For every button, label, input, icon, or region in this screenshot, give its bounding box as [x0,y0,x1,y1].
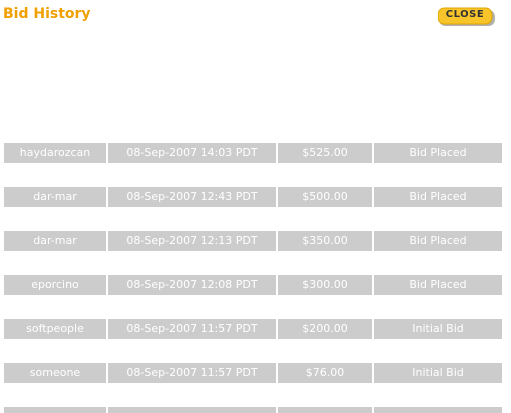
table-row: softpeople 08-Sep-2007 11:57 PDT $200.00… [4,319,502,339]
bidder-cell: eporcino [4,275,106,295]
date-cell: 08-Sep-2007 14:03 PDT [108,143,276,163]
date-cell: 08-Sep-2007 12:43 PDT [108,187,276,207]
amount-cell: $500.00 [278,187,372,207]
date-cell: 08-Sep-2007 11:57 PDT [108,363,276,383]
bidder-cell: softpeople [4,319,106,339]
type-cell: Bid Placed [374,275,502,295]
bidder-cell: dar-mar [4,187,106,207]
table-row-partial [4,407,502,413]
bidder-cell: haydarozcan [4,143,106,163]
table-row: dar-mar 08-Sep-2007 12:43 PDT $500.00 Bi… [4,187,502,207]
bid-history-table: haydarozcan 08-Sep-2007 14:03 PDT $525.0… [4,143,502,413]
amount-cell: $200.00 [278,319,372,339]
amount-cell: $76.00 [278,363,372,383]
date-cell: 08-Sep-2007 12:13 PDT [108,231,276,251]
close-button-label: CLOSE [445,9,485,20]
type-cell: Bid Placed [374,231,502,251]
date-cell: 08-Sep-2007 12:08 PDT [108,275,276,295]
type-cell: Bid Placed [374,187,502,207]
bidder-cell: someone [4,363,106,383]
table-row: eporcino 08-Sep-2007 12:08 PDT $300.00 B… [4,275,502,295]
amount-cell: $350.00 [278,231,372,251]
amount-cell: $525.00 [278,143,372,163]
table-row: someone 08-Sep-2007 11:57 PDT $76.00 Ini… [4,363,502,383]
type-cell [374,407,502,413]
table-row: haydarozcan 08-Sep-2007 14:03 PDT $525.0… [4,143,502,163]
amount-cell: $300.00 [278,275,372,295]
type-cell: Initial Bid [374,319,502,339]
bidder-cell: dar-mar [4,231,106,251]
close-button[interactable]: CLOSE [438,7,495,27]
bidder-cell [4,407,106,413]
amount-cell [278,407,372,413]
page-title: Bid History [3,6,91,22]
type-cell: Bid Placed [374,143,502,163]
date-cell [108,407,276,413]
close-button-shape [438,7,495,26]
date-cell: 08-Sep-2007 11:57 PDT [108,319,276,339]
table-row: dar-mar 08-Sep-2007 12:13 PDT $350.00 Bi… [4,231,502,251]
type-cell: Initial Bid [374,363,502,383]
